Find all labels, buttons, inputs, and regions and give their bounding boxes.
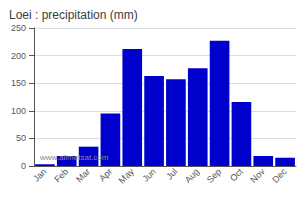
svg-text:Jan: Jan — [31, 166, 48, 183]
svg-text:Sep: Sep — [205, 166, 223, 184]
svg-text:Aug: Aug — [183, 166, 201, 184]
svg-text:Nov: Nov — [248, 166, 267, 185]
svg-text:200: 200 — [11, 51, 26, 61]
svg-text:Dec: Dec — [270, 166, 289, 185]
svg-text:Feb: Feb — [52, 166, 70, 184]
svg-text:Jun: Jun — [140, 166, 157, 183]
svg-text:Apr: Apr — [97, 166, 114, 183]
svg-text:0: 0 — [21, 161, 26, 171]
svg-text:Jul: Jul — [164, 166, 179, 181]
svg-text:www.allmetsat.com: www.allmetsat.com — [39, 153, 109, 162]
svg-text:Mar: Mar — [74, 166, 92, 184]
svg-text:Loei : precipitation (mm): Loei : precipitation (mm) — [9, 8, 138, 22]
svg-text:Oct: Oct — [228, 166, 245, 183]
svg-text:50: 50 — [16, 133, 26, 143]
svg-text:150: 150 — [11, 78, 26, 88]
svg-text:250: 250 — [11, 23, 26, 33]
svg-text:May: May — [117, 166, 136, 185]
svg-text:100: 100 — [11, 106, 26, 116]
